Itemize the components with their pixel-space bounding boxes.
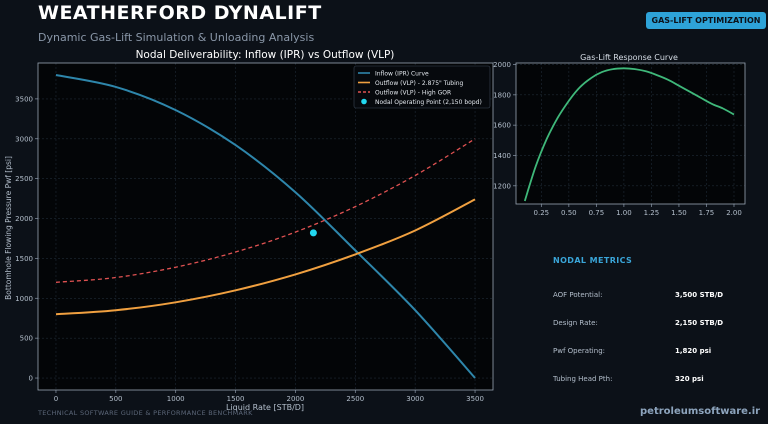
main-x-tick-label: 2000 [287, 395, 305, 403]
main-y-tick-label: 1000 [15, 295, 33, 303]
legend-vlp-high-gor-label: Outflow (VLP) - High GOR [375, 89, 451, 96]
metric-label-aof: AOF Potential: [553, 291, 603, 299]
main-plot-background [38, 63, 493, 390]
main-x-tick-label: 2500 [346, 395, 364, 403]
response-y-tick-label: 1600 [493, 122, 511, 130]
legend-operating-point-label: Nodal Operating Point (2,150 bopd) [375, 99, 482, 106]
legend-ipr-label: Inflow (IPR) Curve [375, 70, 429, 77]
main-chart-xlabel: Liquid Rate [STB/D] [226, 403, 304, 412]
main-x-tick-label: 3000 [406, 395, 424, 403]
response-x-tick-label: 1.75 [699, 209, 715, 217]
main-legend: Inflow (IPR) Curve Outflow (VLP) - 2.875"… [353, 65, 491, 109]
response-plot-background [516, 63, 745, 204]
footer-caption: TECHNICAL SOFTWARE GUIDE & PERFORMANCE B… [38, 409, 253, 417]
response-x-tick-label: 1.50 [671, 209, 687, 217]
main-x-tick-label: 0 [54, 395, 58, 403]
main-chart-title: Nodal Deliverability: Inflow (IPR) vs Ou… [136, 49, 395, 61]
response-x-tick-label: 1.25 [644, 209, 660, 217]
response-y-tick-label: 1800 [493, 91, 511, 99]
response-x-tick-label: 0.25 [534, 209, 550, 217]
metric-value-tubing-head: 320 psi [675, 375, 704, 383]
response-x-tick-label: 2.00 [726, 209, 742, 217]
main-x-tick-label: 500 [109, 395, 122, 403]
main-y-tick-label: 500 [20, 335, 33, 343]
metric-value-pwf-operating: 1,820 psi [675, 347, 712, 355]
response-y-tick-label: 1400 [493, 152, 511, 160]
response-plot-area: 0.25 0.50 0.75 1.00 1.25 1.50 1.75 2.00 1200 1400… [493, 61, 746, 217]
main-y-tick-label: 2000 [15, 215, 33, 223]
metric-label-tubing-head: Tubing Head Pth: [553, 375, 613, 383]
app-title: WEATHERFORD DYNALIFT [38, 2, 322, 24]
main-x-tick-label: 1000 [167, 395, 185, 403]
legend-vlp-tubing-label: Outflow (VLP) - 2.875" Tubing [375, 80, 464, 87]
metric-label-pwf-operating: Pwf Operating: [553, 347, 605, 355]
main-y-tick-label: 2500 [15, 175, 33, 183]
vlp-tubing-curve [55, 198, 476, 316]
app-subtitle: Dynamic Gas-Lift Simulation & Unloading … [38, 31, 315, 44]
main-y-tick-label: 1500 [15, 255, 33, 263]
vlp-high-gor-curve [55, 138, 476, 283]
metric-value-aof: 3,500 STB/D [675, 291, 724, 299]
main-plot-frame [37, 62, 494, 391]
metric-label-design-rate: Design Rate: [553, 319, 598, 327]
ipr-curve [55, 74, 476, 379]
response-x-tick-label: 0.75 [589, 209, 605, 217]
main-y-tick-label: 3000 [15, 135, 33, 143]
gas-lift-optimization-badge[interactable]: GAS-LIFT OPTIMIZATION [646, 12, 766, 29]
main-y-tick-label: 3500 [15, 95, 33, 103]
main-x-tick-label: 3500 [466, 395, 484, 403]
response-y-tick-label: 2000 [493, 61, 511, 69]
main-y-tick-label: 0 [29, 375, 33, 383]
response-y-tick-label: 1200 [493, 182, 511, 190]
metric-value-design-rate: 2,150 STB/D [675, 319, 724, 327]
response-x-tick-label: 0.50 [561, 209, 577, 217]
response-plot-frame [515, 62, 746, 205]
nodal-metrics-title: NODAL METRICS [553, 256, 633, 265]
legend-operating-point-swatch [361, 98, 367, 105]
operating-point-marker [309, 229, 317, 237]
legend-box [353, 65, 491, 109]
gas-lift-response-curve [523, 67, 735, 202]
main-plot-area: 0 500 1000 1500 2000 2500 3000 3500 0 500 1000 1500… [15, 62, 494, 403]
main-chart-ylabel: Bottomhole Flowing Pressure Pwf [psi] [4, 156, 13, 300]
response-chart-title: Gas-Lift Response Curve [580, 53, 678, 62]
response-x-tick-label: 1.00 [616, 209, 632, 217]
footer-website[interactable]: petroleumsoftware.ir [640, 406, 761, 417]
main-x-tick-label: 1500 [227, 395, 245, 403]
